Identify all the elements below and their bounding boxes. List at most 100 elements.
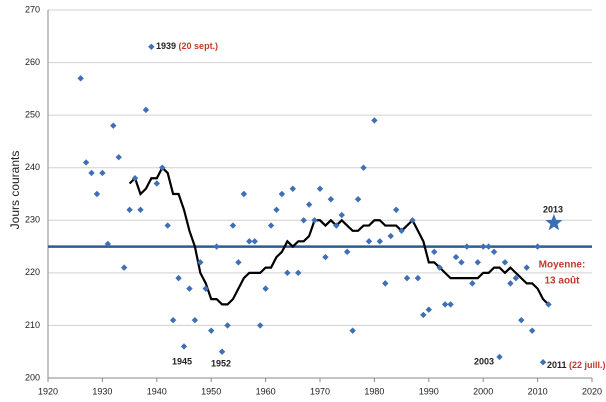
annotation-year: 1939 (20 sept.) <box>156 41 218 51</box>
data-point <box>235 259 242 266</box>
data-point <box>213 243 220 250</box>
data-point <box>441 301 449 308</box>
data-point <box>186 285 193 292</box>
x-tick-label: 2010 <box>528 386 548 396</box>
data-point <box>485 243 492 250</box>
data-point <box>180 343 188 350</box>
x-tick-label: 1940 <box>147 386 167 396</box>
annotation-year: 1939 <box>156 41 176 51</box>
y-tick-label: 250 <box>25 110 40 120</box>
data-point <box>251 238 258 245</box>
data-point <box>349 327 356 334</box>
data-point <box>159 164 166 171</box>
data-point <box>534 243 541 250</box>
data-point <box>208 327 215 334</box>
data-point <box>414 274 422 282</box>
data-point <box>420 311 427 319</box>
data-point <box>175 274 182 282</box>
data-point <box>77 75 84 82</box>
data-point <box>387 232 394 240</box>
data-point <box>120 264 128 271</box>
x-tick-label: 1990 <box>419 386 439 396</box>
x-tick-label: 2020 <box>582 386 602 396</box>
data-point <box>480 243 487 250</box>
data-point <box>403 274 411 282</box>
data-point <box>382 280 389 287</box>
data-point <box>267 222 275 229</box>
annotation-date: (20 sept.) <box>179 41 219 51</box>
data-point <box>131 175 139 182</box>
data-point <box>528 327 536 334</box>
y-tick-label: 220 <box>25 267 40 277</box>
annotation-year: 1945 <box>172 356 192 366</box>
highlight-label: 2013 <box>543 204 563 214</box>
data-point <box>316 185 324 192</box>
data-point <box>512 274 520 282</box>
trend-line <box>128 165 550 306</box>
data-point <box>365 238 373 245</box>
data-point <box>507 280 514 287</box>
data-point <box>82 159 90 166</box>
data-point <box>191 316 199 324</box>
data-point <box>289 185 296 192</box>
data-point <box>523 264 530 271</box>
data-point <box>333 222 340 229</box>
data-point <box>305 201 313 208</box>
data-point <box>218 348 226 355</box>
data-point <box>153 180 160 187</box>
data-point <box>110 122 117 129</box>
annotation-year: 2003 <box>474 356 494 366</box>
data-point <box>501 259 509 266</box>
data-point <box>490 248 498 256</box>
data-point <box>436 264 443 271</box>
data-point <box>447 301 454 308</box>
mean-date: 13 août <box>544 276 580 287</box>
data-point <box>469 280 476 287</box>
data-point <box>273 206 280 213</box>
data-point <box>398 227 405 234</box>
data-point <box>327 196 335 203</box>
data-point <box>409 217 416 224</box>
data-point <box>148 43 155 50</box>
data-point <box>458 259 465 266</box>
data-point <box>278 190 286 198</box>
data-point <box>88 169 95 177</box>
y-tick-label: 260 <box>25 57 40 67</box>
data-point <box>344 248 351 256</box>
highlight-star <box>545 213 563 231</box>
y-tick-label: 270 <box>25 4 40 14</box>
data-point <box>311 217 318 224</box>
data-point <box>474 259 481 266</box>
data-point <box>295 269 302 277</box>
x-tick-label: 1970 <box>310 386 330 396</box>
x-tick-label: 1950 <box>201 386 221 396</box>
data-point <box>169 316 177 324</box>
data-point <box>256 322 264 329</box>
annotation-year: 2011 <box>547 360 567 370</box>
data-point <box>300 217 307 224</box>
data-point <box>360 164 367 171</box>
y-tick-label: 200 <box>25 372 40 382</box>
data-point <box>496 353 503 361</box>
data-point <box>126 206 133 213</box>
data-point <box>137 206 144 213</box>
data-point <box>539 359 547 366</box>
y-tick-label: 230 <box>25 215 40 225</box>
data-point <box>99 169 106 177</box>
y-tick-label: 240 <box>25 162 40 172</box>
data-point <box>229 222 237 229</box>
data-point <box>104 240 112 248</box>
data-point <box>338 211 345 219</box>
x-tick-label: 2000 <box>473 386 493 396</box>
x-tick-label: 1960 <box>256 386 276 396</box>
data-point <box>392 206 400 213</box>
data-point <box>246 238 253 245</box>
data-point <box>354 196 362 203</box>
x-tick-label: 1980 <box>364 386 384 396</box>
data-point <box>93 190 101 198</box>
annotation-year: 2011 (22 juill.) <box>547 360 606 370</box>
data-point <box>322 253 329 261</box>
data-point <box>452 253 460 261</box>
data-point <box>284 269 291 277</box>
